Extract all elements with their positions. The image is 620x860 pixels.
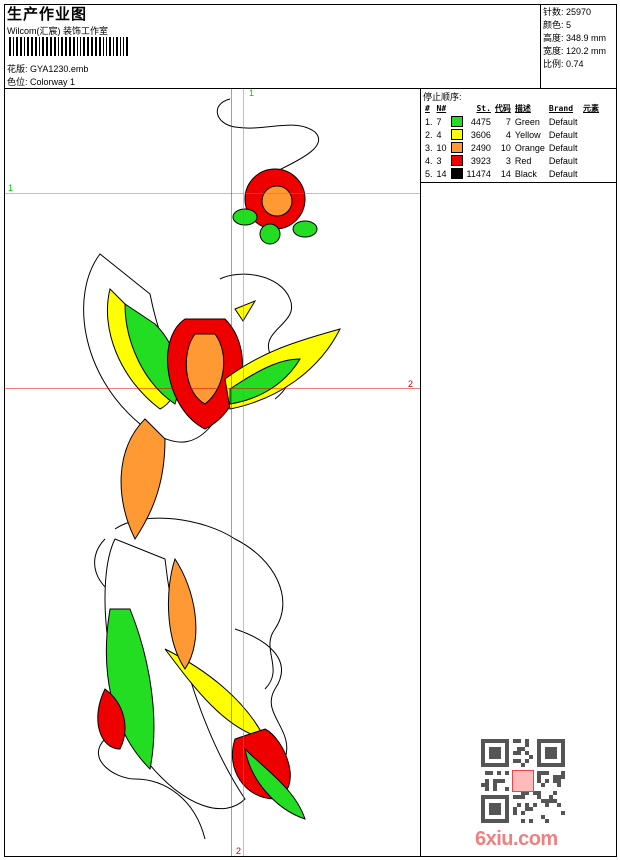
scale-value: 0.74 <box>566 59 584 69</box>
colors-label: 颜色: <box>543 20 564 30</box>
col-description: 描述 <box>514 104 531 113</box>
color-code: 3 <box>505 155 511 166</box>
stop-row: 2. 4 3606 4 Yellow Default <box>423 128 601 141</box>
color-swatch <box>449 141 465 154</box>
row-index: 1. <box>425 116 433 127</box>
color-description: Orange <box>514 142 545 153</box>
stitch-count: 3606 <box>470 129 491 140</box>
color-swatch <box>449 128 465 141</box>
guide-line-horizontal-2 <box>5 388 420 389</box>
col-code: 代码 <box>494 104 511 113</box>
color-description: Yellow <box>514 129 541 140</box>
design-file-row: 花版: GYA1230.emb <box>7 62 88 75</box>
worksheet-frame <box>4 4 617 857</box>
width-value: 120.2 mm <box>566 46 607 56</box>
design-file: GYA1230.emb <box>30 64 89 74</box>
design-file-label: 花版: <box>7 64 28 74</box>
barcode <box>9 37 130 56</box>
divider <box>540 4 541 88</box>
color-swatch <box>449 167 465 180</box>
seal-stamp <box>512 770 534 792</box>
stop-row: 4. 3 3923 3 Red Default <box>423 154 601 167</box>
col-needle: N# <box>436 104 447 113</box>
page-title: 生产作业图 <box>7 6 88 23</box>
stop-row: 3. 10 2490 10 Orange Default <box>423 141 601 154</box>
qr-code <box>481 739 565 823</box>
color-code: 10 <box>500 142 511 153</box>
phoenix <box>83 253 341 820</box>
height-label: 高度: <box>543 33 564 43</box>
color-code: 4 <box>505 129 511 140</box>
col-brand: Brand <box>548 104 574 113</box>
company-name: Wilcom(汇宸) 装饰工作室 <box>7 26 108 36</box>
divider <box>4 88 617 89</box>
stop-sequence: 停止顺序: # N# St. 代码 描述 Brand 元素 1. 7 4475 7 Gr… <box>423 90 617 180</box>
brand: Default <box>548 155 578 166</box>
col-element: 元素 <box>583 104 600 113</box>
stop-row: 5. 14 11474 14 Black Default <box>423 167 601 180</box>
needle-number: 10 <box>436 142 447 153</box>
phoenix-embroidery-artwork <box>83 98 341 840</box>
design-stats: 针数: 25970 颜色: 5 高度: 348.9 mm 宽度: 120.2 m… <box>543 6 606 71</box>
guide-line-vertical-2 <box>231 89 232 856</box>
row-index: 4. <box>425 155 433 166</box>
needle-number: 7 <box>436 116 442 127</box>
colors-value: 5 <box>566 20 572 30</box>
row-index: 2. <box>425 129 433 140</box>
col-index: # <box>425 104 430 113</box>
col-stitches: St. <box>476 104 491 113</box>
colorway: Colorway 1 <box>30 77 76 87</box>
brand: Default <box>548 116 578 127</box>
stop-sequence-title: 停止顺序: <box>423 92 462 102</box>
guide-label-1: 1 <box>8 183 14 193</box>
color-code: 7 <box>505 116 511 127</box>
needle-number: 14 <box>436 168 447 179</box>
guide-line-vertical-1 <box>243 89 244 856</box>
color-description: Red <box>514 155 532 166</box>
brand: Default <box>548 142 578 153</box>
design-preview: 1 1 2 2 <box>5 89 420 856</box>
guide-line-horizontal-1 <box>5 193 420 194</box>
scale-label: 比例: <box>543 59 564 69</box>
stitch-count: 2490 <box>470 142 491 153</box>
row-index: 3. <box>425 142 433 153</box>
rose <box>232 168 318 245</box>
colorway-row: 色位: Colorway 1 <box>7 75 75 88</box>
divider <box>420 182 617 183</box>
stop-row: 1. 7 4475 7 Green Default <box>423 115 601 128</box>
width-label: 宽度: <box>543 46 564 56</box>
color-swatch <box>449 115 465 128</box>
guide-label-2: 2 <box>236 846 242 856</box>
stitch-count: 4475 <box>470 116 491 127</box>
brand: Default <box>548 168 578 179</box>
row-index: 5. <box>425 168 433 179</box>
colorway-label: 色位: <box>7 77 28 87</box>
guide-label-2: 2 <box>408 379 414 389</box>
stitches-value: 25970 <box>566 7 592 17</box>
stitch-count: 3923 <box>470 155 491 166</box>
color-code: 14 <box>500 168 511 179</box>
needle-number: 4 <box>436 129 442 140</box>
divider <box>420 88 421 857</box>
guide-label-1: 1 <box>249 89 255 98</box>
height-value: 348.9 mm <box>566 33 607 43</box>
stitches-label: 针数: <box>543 7 564 17</box>
color-swatch <box>449 154 465 167</box>
stitch-count: 11474 <box>466 168 491 179</box>
color-description: Black <box>514 168 537 179</box>
watermark-logo: 6xiu.com <box>475 828 558 850</box>
brand: Default <box>548 129 578 140</box>
needle-number: 3 <box>436 155 442 166</box>
color-description: Green <box>514 116 540 127</box>
stop-sequence-table: # N# St. 代码 描述 Brand 元素 1. 7 4475 7 Green Def… <box>423 102 601 180</box>
